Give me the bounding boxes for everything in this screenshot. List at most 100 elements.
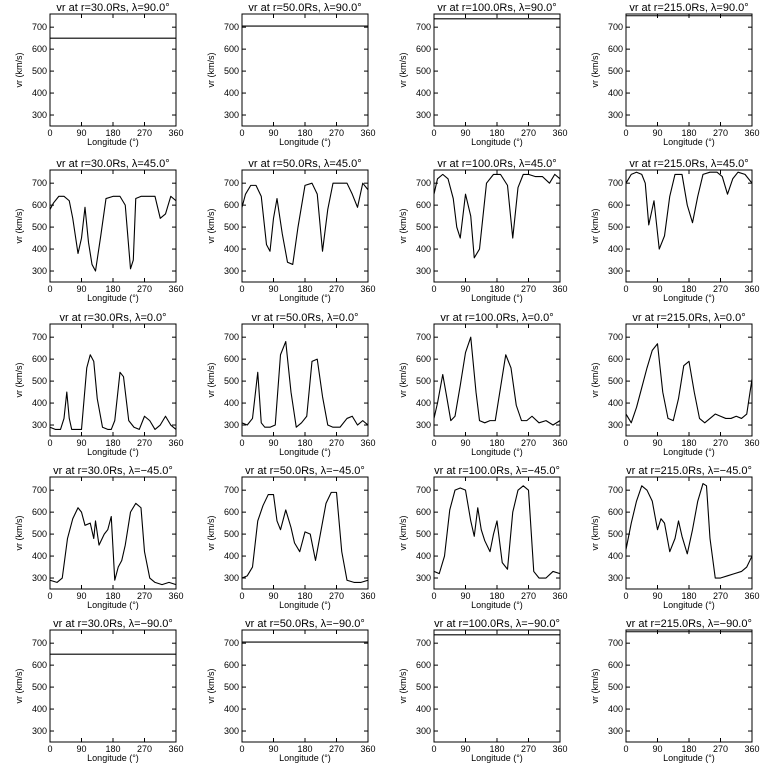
- x-tick-label: 0: [239, 591, 244, 601]
- x-tick-label: 270: [329, 284, 344, 294]
- x-tick-label: 360: [168, 128, 183, 138]
- x-axis-label: Longitude (°): [471, 137, 523, 147]
- x-tick-label: 270: [713, 128, 728, 138]
- y-tick-label: 500: [224, 682, 239, 692]
- x-tick-label: 270: [521, 591, 536, 601]
- y-tick-label: 600: [224, 660, 239, 670]
- y-axis-label: vr (km/s): [206, 516, 216, 551]
- y-axis-label: vr (km/s): [14, 363, 24, 398]
- panel-title: vr at r=215.0Rs, λ=0.0°: [632, 312, 745, 324]
- x-tick-label: 0: [623, 438, 628, 448]
- x-tick-label: 0: [623, 591, 628, 601]
- x-tick-label: 90: [76, 128, 86, 138]
- y-tick-label: 700: [416, 22, 431, 32]
- series-line: [241, 182, 369, 265]
- x-axis-label: Longitude (°): [279, 293, 331, 303]
- plot-frame: [49, 13, 177, 127]
- series-line: [433, 173, 561, 259]
- y-axis-label: vr (km/s): [398, 53, 408, 88]
- x-tick-label: 90: [268, 438, 278, 448]
- y-tick-label: 400: [32, 704, 47, 714]
- y-tick-label: 600: [416, 660, 431, 670]
- chart-panel: vr at r=215.0Rs, λ=45.0° 0 90 180 270 360 300 4…: [590, 158, 760, 303]
- y-axis-label: vr (km/s): [590, 516, 600, 551]
- y-tick-label: 500: [224, 66, 239, 76]
- y-tick-label: 700: [224, 485, 239, 495]
- y-tick-label: 300: [416, 110, 431, 120]
- x-axis-label: Longitude (°): [87, 447, 139, 457]
- x-axis-label: Longitude (°): [471, 600, 523, 610]
- y-tick-label: 400: [416, 398, 431, 408]
- chart-panel: vr at r=50.0Rs, λ=45.0° 0 90 180 270 360 300 40…: [206, 158, 376, 303]
- x-tick-label: 0: [623, 128, 628, 138]
- series-line: [49, 354, 177, 430]
- y-tick-label: 300: [32, 726, 47, 736]
- x-tick-label: 180: [489, 128, 504, 138]
- x-axis-label: Longitude (°): [471, 293, 523, 303]
- x-tick-label: 270: [713, 744, 728, 754]
- x-tick-label: 180: [105, 128, 120, 138]
- chart-panel: vr at r=50.0Rs, λ=−90.0° 0 90 180 270 360 300 4…: [206, 618, 376, 763]
- x-axis-label: Longitude (°): [279, 600, 331, 610]
- x-axis-label: Longitude (°): [87, 137, 139, 147]
- y-tick-label: 700: [608, 485, 623, 495]
- y-tick-label: 300: [416, 266, 431, 276]
- x-tick-label: 90: [76, 438, 86, 448]
- y-axis-label: vr (km/s): [590, 669, 600, 704]
- y-tick-label: 300: [32, 573, 47, 583]
- x-tick-label: 360: [168, 284, 183, 294]
- y-tick-label: 300: [416, 573, 431, 583]
- y-axis-label: vr (km/s): [590, 53, 600, 88]
- chart-panel: vr at r=100.0Rs, λ=−90.0° 0 90 180 270 360 300…: [398, 618, 568, 763]
- panel-title: vr at r=100.0Rs, λ=90.0°: [437, 2, 556, 14]
- x-tick-label: 360: [744, 438, 759, 448]
- x-axis-label: Longitude (°): [87, 293, 139, 303]
- x-tick-label: 180: [297, 128, 312, 138]
- panel-title: vr at r=100.0Rs, λ=45.0°: [437, 158, 556, 170]
- panel-title: vr at r=50.0Rs, λ=−45.0°: [245, 465, 365, 477]
- x-tick-label: 270: [713, 284, 728, 294]
- chart-panel: vr at r=30.0Rs, λ=0.0° 0 90 180 270 360 300 400…: [14, 312, 184, 457]
- y-tick-label: 300: [608, 266, 623, 276]
- x-tick-label: 360: [744, 128, 759, 138]
- y-axis-label: vr (km/s): [398, 209, 408, 244]
- y-axis-label: vr (km/s): [398, 363, 408, 398]
- panel-title: vr at r=215.0Rs, λ=−45.0°: [626, 465, 752, 477]
- x-tick-label: 270: [329, 744, 344, 754]
- y-tick-label: 500: [608, 529, 623, 539]
- series-line: [625, 171, 753, 250]
- y-axis-label: vr (km/s): [206, 363, 216, 398]
- x-tick-label: 270: [521, 744, 536, 754]
- panel-title: vr at r=100.0Rs, λ=−45.0°: [434, 465, 560, 477]
- x-tick-label: 270: [521, 438, 536, 448]
- y-tick-label: 500: [32, 529, 47, 539]
- y-tick-label: 400: [608, 551, 623, 561]
- x-tick-label: 180: [489, 284, 504, 294]
- y-tick-label: 700: [416, 332, 431, 342]
- y-axis-label: vr (km/s): [590, 209, 600, 244]
- chart-panel: vr at r=30.0Rs, λ=−45.0° 0 90 180 270 360 300 4…: [14, 465, 184, 610]
- y-tick-label: 600: [224, 200, 239, 210]
- series-line: [433, 485, 561, 579]
- x-tick-label: 180: [681, 284, 696, 294]
- x-tick-label: 90: [76, 591, 86, 601]
- y-tick-label: 400: [32, 88, 47, 98]
- x-tick-label: 180: [105, 438, 120, 448]
- x-tick-label: 0: [431, 284, 436, 294]
- plot-frame: [625, 629, 753, 743]
- plot-frame: [433, 13, 561, 127]
- x-tick-label: 0: [431, 591, 436, 601]
- x-tick-label: 0: [47, 128, 52, 138]
- y-tick-label: 500: [608, 376, 623, 386]
- x-tick-label: 360: [744, 591, 759, 601]
- y-tick-label: 500: [32, 682, 47, 692]
- y-tick-label: 500: [224, 222, 239, 232]
- x-tick-label: 180: [681, 128, 696, 138]
- y-tick-label: 500: [416, 529, 431, 539]
- series-line: [433, 336, 561, 426]
- chart-panel: vr at r=30.0Rs, λ=45.0° 0 90 180 270 360 300 40…: [14, 158, 184, 303]
- y-tick-label: 400: [608, 244, 623, 254]
- x-tick-label: 360: [168, 438, 183, 448]
- x-tick-label: 270: [521, 284, 536, 294]
